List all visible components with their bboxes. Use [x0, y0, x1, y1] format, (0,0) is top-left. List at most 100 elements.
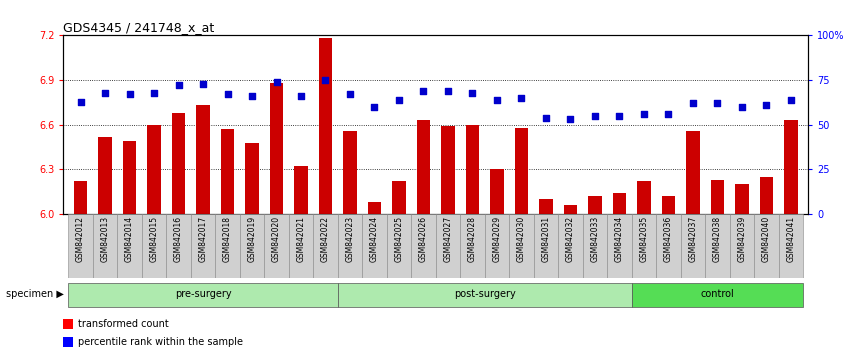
Bar	[393, 181, 406, 214]
Bar	[729, 214, 754, 278]
Point	[539, 115, 552, 120]
Bar	[98, 137, 112, 214]
Text: GSM842018: GSM842018	[223, 216, 232, 262]
Bar	[705, 214, 729, 278]
Point	[490, 97, 503, 103]
Text: GSM842030: GSM842030	[517, 216, 526, 262]
Bar	[69, 214, 93, 278]
Bar	[509, 214, 534, 278]
Text: GSM842024: GSM842024	[370, 216, 379, 262]
Point	[270, 79, 283, 85]
Bar	[632, 214, 656, 278]
Text: GSM842021: GSM842021	[296, 216, 305, 262]
Bar	[632, 283, 803, 307]
Text: GSM842025: GSM842025	[394, 216, 404, 262]
Bar	[239, 214, 264, 278]
Point	[514, 95, 528, 101]
Bar	[74, 181, 87, 214]
Point	[147, 90, 161, 96]
Point	[441, 88, 454, 94]
Point	[319, 77, 332, 83]
Bar	[514, 128, 528, 214]
Bar	[270, 83, 283, 214]
Bar	[465, 125, 479, 214]
Bar	[784, 120, 798, 214]
Point	[98, 90, 112, 96]
Text: GSM842029: GSM842029	[492, 216, 502, 262]
Text: GSM842027: GSM842027	[443, 216, 453, 262]
Text: GDS4345 / 241748_x_at: GDS4345 / 241748_x_at	[63, 21, 215, 34]
Bar	[680, 214, 705, 278]
Bar	[221, 129, 234, 214]
Bar	[338, 214, 362, 278]
Bar	[123, 141, 136, 214]
Text: GSM842033: GSM842033	[591, 216, 599, 262]
Text: GSM842037: GSM842037	[689, 216, 697, 262]
Text: GSM842039: GSM842039	[738, 216, 746, 262]
Point	[393, 97, 406, 103]
Bar	[69, 283, 338, 307]
Bar	[583, 214, 607, 278]
Bar	[607, 214, 632, 278]
Text: GSM842015: GSM842015	[150, 216, 158, 262]
Text: GSM842031: GSM842031	[541, 216, 551, 262]
Point	[343, 92, 357, 97]
Bar	[656, 214, 680, 278]
Bar	[534, 214, 558, 278]
Bar	[362, 214, 387, 278]
Text: GSM842023: GSM842023	[345, 216, 354, 262]
Bar	[245, 143, 259, 214]
Bar	[754, 214, 778, 278]
Bar	[411, 214, 436, 278]
Point	[74, 99, 87, 104]
Point	[711, 101, 724, 106]
Text: control: control	[700, 289, 734, 299]
Point	[465, 90, 479, 96]
Bar	[167, 214, 191, 278]
Point	[613, 113, 626, 119]
Point	[637, 111, 651, 117]
Text: GSM842034: GSM842034	[615, 216, 624, 262]
Point	[686, 101, 700, 106]
Bar	[778, 214, 803, 278]
Bar	[118, 214, 142, 278]
Point	[417, 88, 431, 94]
Bar	[196, 105, 210, 214]
Bar	[711, 180, 724, 214]
Text: GSM842032: GSM842032	[566, 216, 575, 262]
Bar	[662, 196, 675, 214]
Bar	[436, 214, 460, 278]
Bar	[191, 214, 215, 278]
Bar	[294, 166, 308, 214]
Bar	[215, 214, 239, 278]
Bar	[417, 120, 430, 214]
Bar	[460, 214, 485, 278]
Point	[662, 111, 675, 117]
Point	[588, 113, 602, 119]
Text: GSM842019: GSM842019	[248, 216, 256, 262]
Text: GSM842035: GSM842035	[640, 216, 648, 262]
Text: transformed count: transformed count	[78, 319, 168, 329]
Point	[196, 81, 210, 86]
Bar	[442, 126, 454, 214]
Bar	[613, 193, 626, 214]
Bar	[735, 184, 749, 214]
Point	[784, 97, 798, 103]
Text: GSM842041: GSM842041	[786, 216, 795, 262]
Bar	[490, 170, 503, 214]
Text: GSM842022: GSM842022	[321, 216, 330, 262]
Bar	[485, 214, 509, 278]
Text: GSM842036: GSM842036	[664, 216, 673, 262]
Bar	[558, 214, 583, 278]
Point	[221, 92, 234, 97]
Text: specimen ▶: specimen ▶	[6, 289, 64, 299]
Bar	[264, 214, 288, 278]
Text: GSM842040: GSM842040	[761, 216, 771, 262]
Text: GSM842026: GSM842026	[419, 216, 428, 262]
Bar	[172, 113, 185, 214]
Point	[563, 116, 577, 122]
Bar	[539, 199, 552, 214]
Bar	[319, 38, 332, 214]
Text: GSM842038: GSM842038	[713, 216, 722, 262]
Point	[760, 102, 773, 108]
